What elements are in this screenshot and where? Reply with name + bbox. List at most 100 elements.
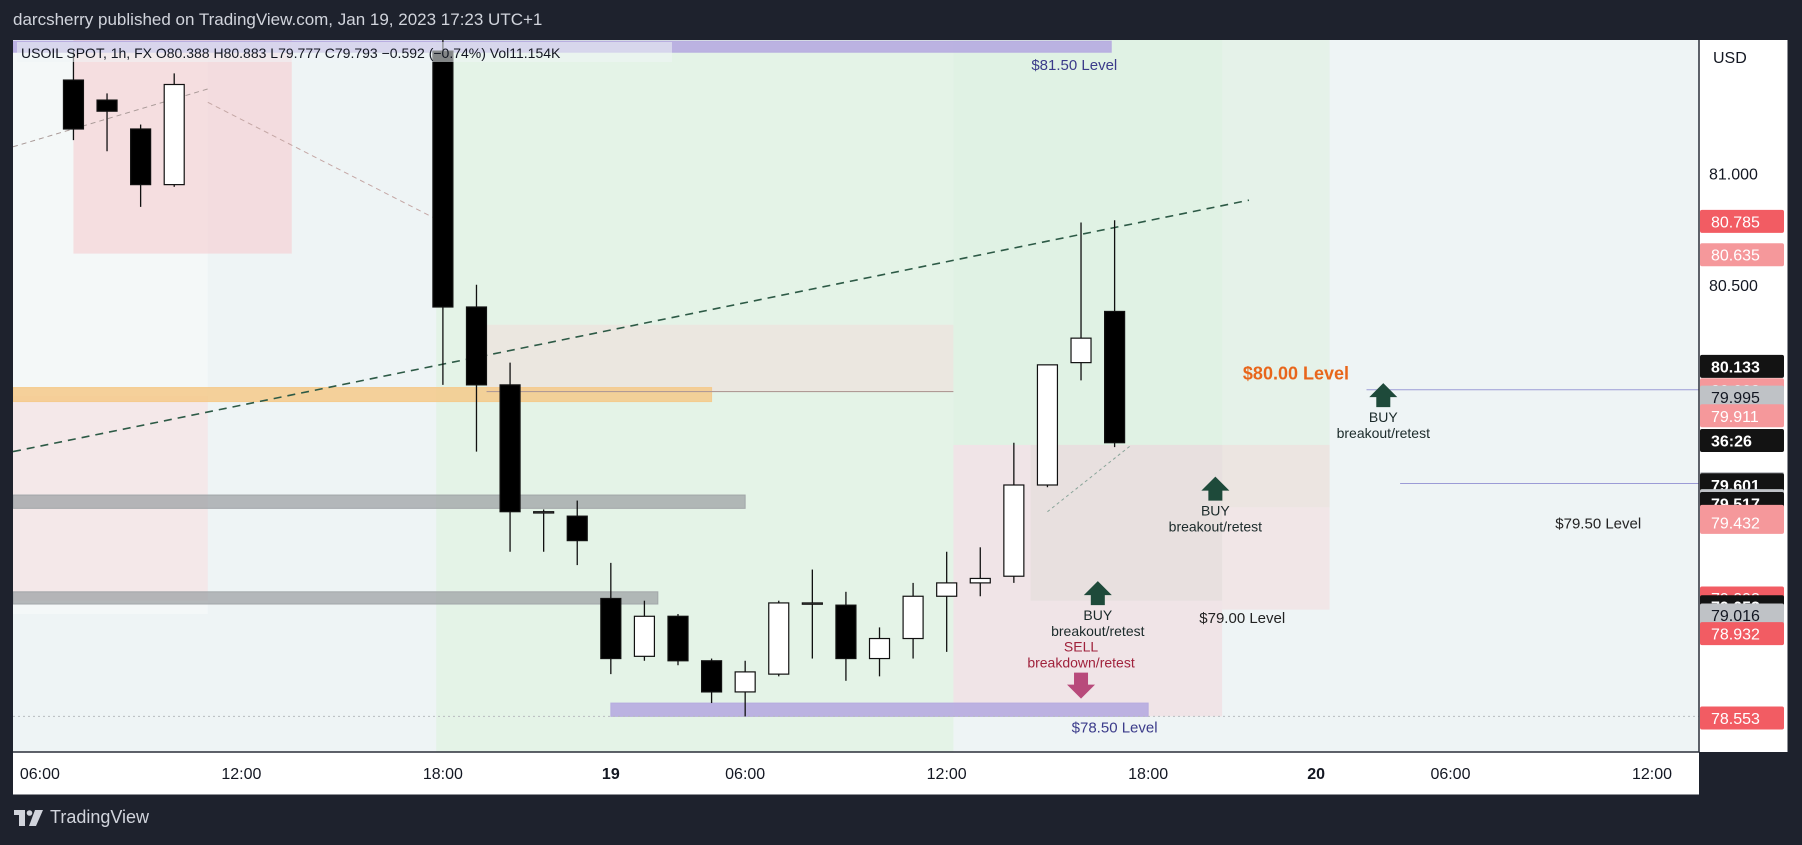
tradingview-logo[interactable]: TradingView xyxy=(14,807,149,828)
annotation-title: SELL xyxy=(1064,639,1098,655)
candle[interactable] xyxy=(734,660,756,717)
candle[interactable] xyxy=(465,284,488,452)
plot-area[interactable]: $80.00 Level $79.50 Level $79.00 Level $81.… xyxy=(13,40,1699,752)
price-tag-label: 79.432 xyxy=(1711,515,1760,532)
candle-body-down xyxy=(432,50,454,308)
candle[interactable] xyxy=(533,509,555,552)
price-tag-background xyxy=(1700,706,1784,730)
trend-line-faint xyxy=(13,88,208,148)
candle-body-down xyxy=(835,604,857,660)
candle[interactable] xyxy=(1104,220,1126,448)
x-tick-label: 12:00 xyxy=(1632,766,1672,783)
publisher-line: darcsherry published on TradingView.com,… xyxy=(13,10,543,29)
price-tag-label: 80.133 xyxy=(1711,359,1760,376)
currency-label: USD xyxy=(1713,50,1747,67)
annotation-subtitle: breakout/retest xyxy=(1337,425,1430,441)
price-tag-background xyxy=(1700,209,1784,233)
price-tag-background xyxy=(1700,622,1784,646)
level-label: $79.00 Level xyxy=(1199,610,1285,627)
candle[interactable] xyxy=(1003,442,1025,583)
x-tick-label: 06:00 xyxy=(1430,766,1470,783)
tradingview-logo-icon xyxy=(14,809,43,826)
candle[interactable] xyxy=(96,93,118,152)
candle[interactable] xyxy=(700,658,723,704)
shaded-region xyxy=(953,40,1223,445)
x-tick-label: 18:00 xyxy=(1128,766,1168,783)
price-tag-background xyxy=(1700,510,1784,534)
candle-body-down xyxy=(62,79,85,130)
annotation-title: BUY xyxy=(1083,607,1112,623)
symbol-line: USOIL SPOT, 1h, FX O80.388 H80.883 L79.7… xyxy=(21,45,561,61)
candle[interactable] xyxy=(1036,364,1059,488)
price-tag[interactable]: 79.911 xyxy=(1700,404,1784,428)
candle[interactable] xyxy=(163,73,185,187)
price-tag[interactable]: 80.785 xyxy=(1700,209,1784,233)
candle-body-down xyxy=(130,128,152,186)
level-zone[interactable] xyxy=(610,702,1149,717)
candle[interactable] xyxy=(62,51,85,141)
candle[interactable] xyxy=(835,591,857,681)
candle[interactable] xyxy=(868,627,891,677)
level-label: $81.50 Level xyxy=(1031,57,1117,74)
candle[interactable] xyxy=(633,600,656,661)
price-tag-label: 80.785 xyxy=(1711,214,1760,231)
candle[interactable] xyxy=(600,562,622,675)
price-tag[interactable]: 79.016 xyxy=(1700,603,1784,627)
price-tag[interactable]: 36:26 xyxy=(1700,429,1784,452)
candle[interactable] xyxy=(667,614,689,666)
price-tag[interactable]: 80.133 xyxy=(1700,354,1784,378)
x-tick-label: 12:00 xyxy=(221,766,261,783)
candle-body-up xyxy=(163,83,185,186)
price-chart[interactable]: $80.00 Level $79.50 Level $79.00 Level $81.… xyxy=(13,40,1788,795)
candle-body-up xyxy=(1070,337,1092,364)
price-tag-label: 78.553 xyxy=(1711,711,1760,728)
shaded-region xyxy=(1030,444,1223,601)
price-tag[interactable]: 78.553 xyxy=(1700,706,1784,730)
price-tag-background xyxy=(1700,243,1784,267)
publish-header: darcsherry published on TradingView.com,… xyxy=(0,0,1802,40)
candle-body-down xyxy=(667,615,689,662)
candle[interactable] xyxy=(768,600,790,677)
candle[interactable] xyxy=(936,551,958,652)
level-label: $79.50 Level xyxy=(1555,515,1641,532)
symbol-info-backdrop xyxy=(17,42,672,62)
trend-line[interactable] xyxy=(13,199,1250,453)
price-tag-background xyxy=(1700,603,1784,627)
candle-body-up xyxy=(801,602,823,605)
candle[interactable] xyxy=(566,500,588,566)
price-tag-label: 78.932 xyxy=(1711,627,1760,644)
price-tag[interactable]: 79.432 xyxy=(1700,510,1784,534)
level-zone[interactable] xyxy=(13,591,659,605)
shaded-region xyxy=(953,444,1223,717)
y-tick-label: 80.500 xyxy=(1709,278,1758,295)
candle[interactable] xyxy=(902,582,924,659)
candle[interactable] xyxy=(801,569,823,659)
level-zone[interactable] xyxy=(13,387,713,403)
annotation-title: BUY xyxy=(1201,503,1230,519)
shaded-region xyxy=(486,324,954,392)
price-tag[interactable]: 79.995 xyxy=(1700,385,1784,409)
candle-body-down xyxy=(1104,310,1126,444)
tradingview-brand: TradingView xyxy=(50,807,150,827)
price-tag-label: 36:26 xyxy=(1711,434,1752,451)
price-tag-label: 79.911 xyxy=(1711,409,1759,426)
price-tag[interactable]: 80.635 xyxy=(1700,243,1784,267)
candle[interactable] xyxy=(1070,222,1092,381)
candle[interactable] xyxy=(499,362,521,552)
annotation-subtitle: breakout/retest xyxy=(1169,519,1262,535)
buy-arrow-icon xyxy=(1083,581,1112,606)
x-tick-label: 06:00 xyxy=(725,766,765,783)
candle[interactable] xyxy=(969,547,991,597)
time-axis[interactable] xyxy=(13,752,1699,795)
candle-body-down xyxy=(465,306,488,386)
level-zone[interactable] xyxy=(13,494,746,509)
candle-body-up xyxy=(533,511,555,514)
buy-arrow-icon xyxy=(1201,476,1230,501)
price-tag[interactable]: 78.932 xyxy=(1700,622,1784,646)
candle[interactable] xyxy=(130,124,152,207)
candle-body-up xyxy=(868,637,891,660)
